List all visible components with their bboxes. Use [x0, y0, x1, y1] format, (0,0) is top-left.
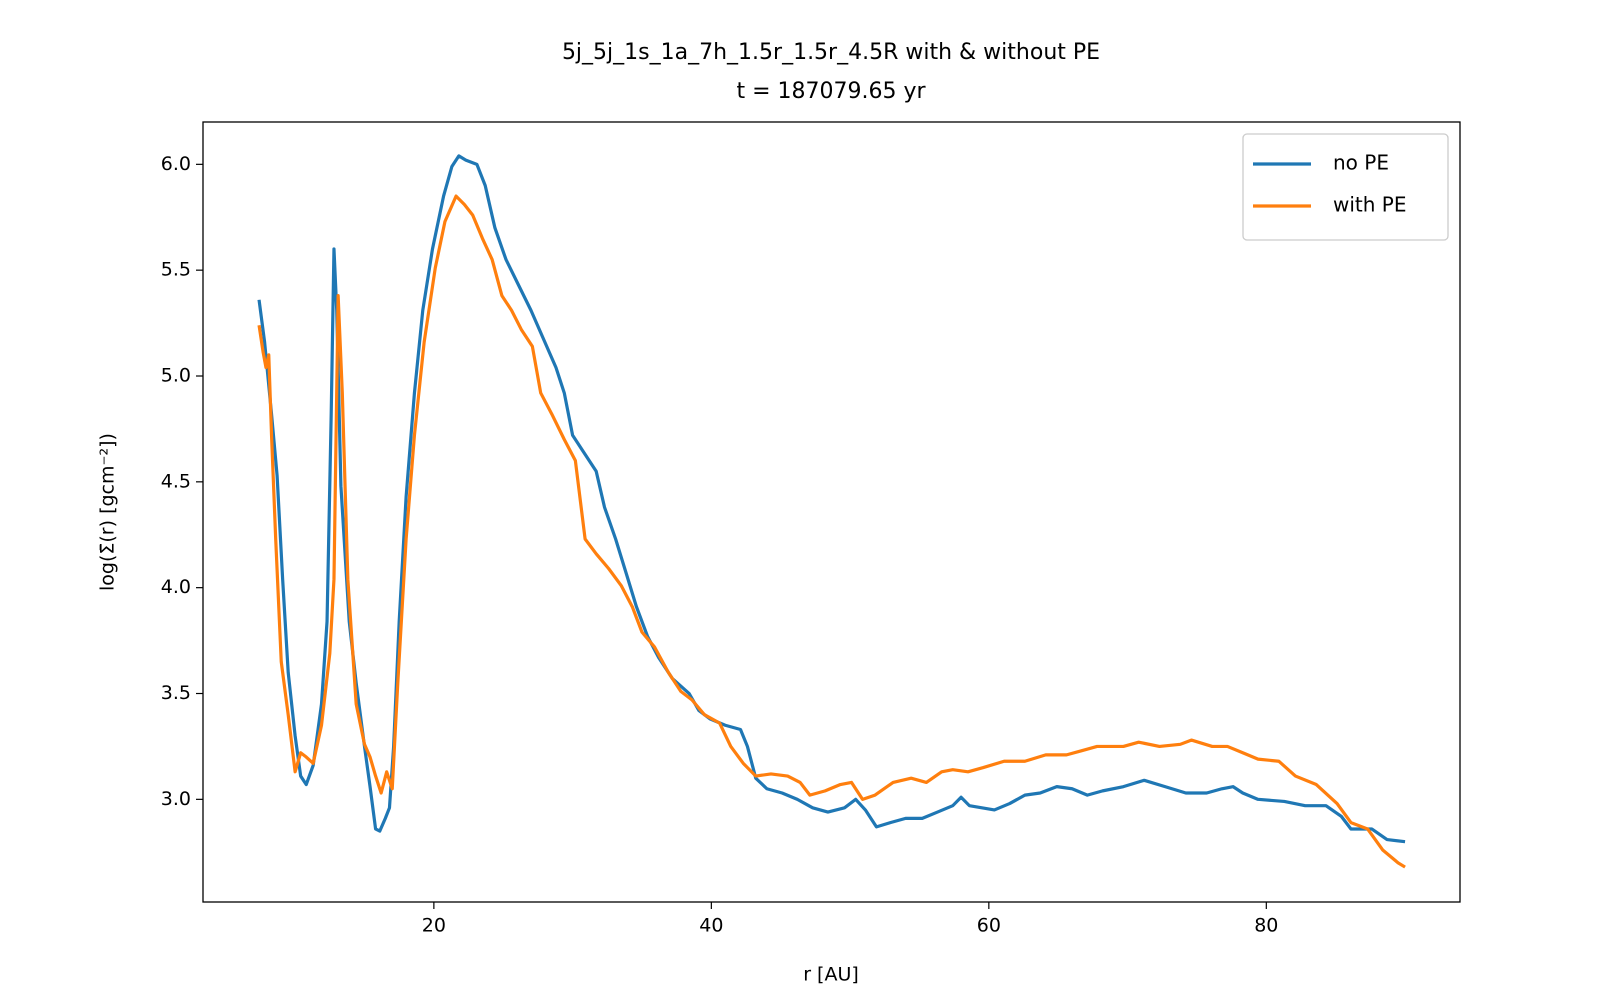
y-tick-label: 5.5	[161, 259, 191, 281]
x-tick-label: 80	[1254, 915, 1278, 937]
plot-frame	[202, 121, 1461, 903]
y-tick-label: 6.0	[161, 153, 191, 175]
chart-title: 5j_5j_1s_1a_7h_1.5r_1.5r_4.5R with & wit…	[562, 40, 1100, 65]
y-tick-label: 4.0	[161, 576, 191, 598]
x-tick-label: 60	[977, 915, 1001, 937]
y-tick-label: 3.0	[161, 788, 191, 810]
chart-subtitle: t = 187079.65 yr	[736, 79, 926, 104]
y-tick-label: 5.0	[161, 365, 191, 387]
y-axis-label: log(Σ̄(r) [gcm⁻²])	[97, 433, 119, 591]
legend-label: no PE	[1333, 151, 1389, 175]
x-tick-label: 20	[422, 915, 446, 937]
legend-label: with PE	[1333, 193, 1407, 217]
legend-box	[1242, 133, 1449, 241]
y-tick-label: 3.5	[161, 682, 191, 704]
x-axis-label: r [AU]	[803, 964, 859, 986]
line-series	[257, 194, 1406, 869]
y-tick-label: 4.5	[161, 470, 191, 492]
x-tick-label: 40	[699, 915, 723, 937]
